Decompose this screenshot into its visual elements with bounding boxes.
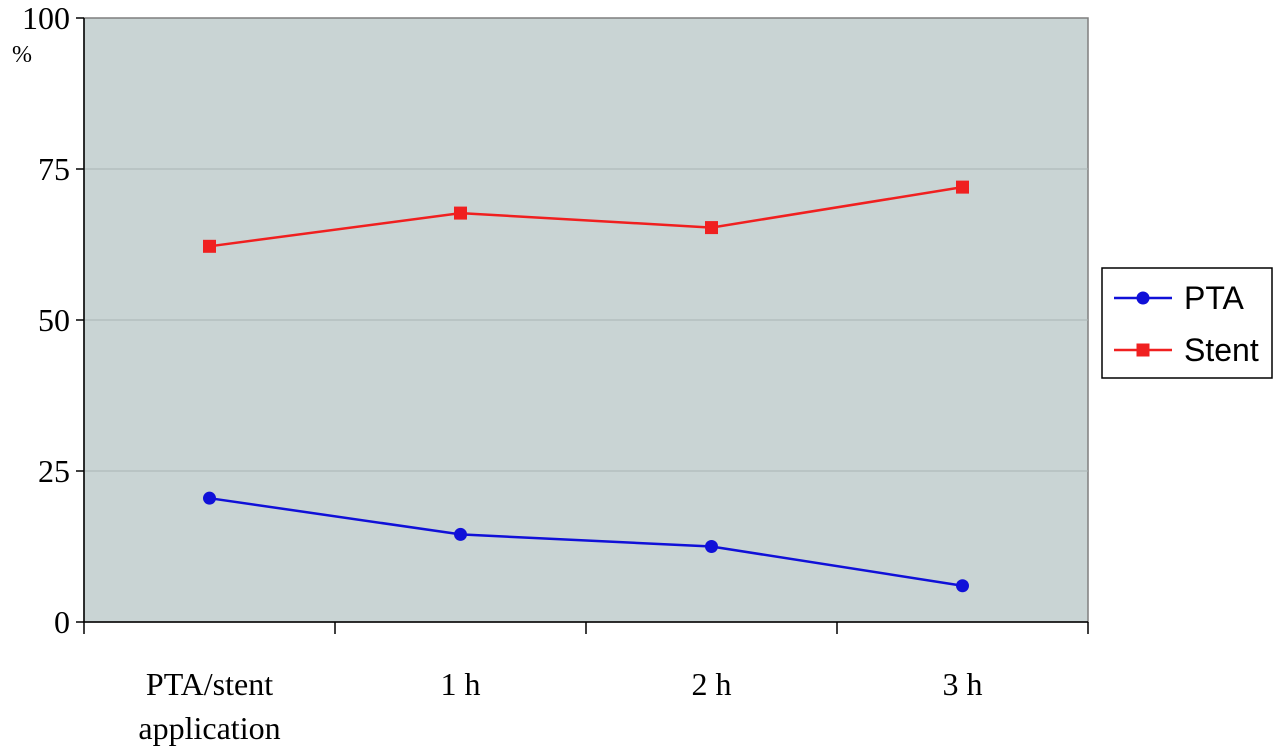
x-tick-label-1: 1 h xyxy=(441,666,481,702)
legend-box xyxy=(1101,267,1273,379)
y-tick-label-100: 100 xyxy=(22,0,70,36)
point-pta-2 xyxy=(705,540,718,553)
legend-label-pta: PTA xyxy=(1184,280,1245,316)
legend: PTA Stent xyxy=(1101,267,1273,379)
point-stent-1 xyxy=(454,206,467,220)
legend-label-stent: Stent xyxy=(1184,332,1259,368)
x-tick-label-2: 2 h xyxy=(692,666,732,702)
series-layer xyxy=(203,180,969,593)
y-unit-label: % xyxy=(12,42,32,68)
y-tick-label-0: 0 xyxy=(54,604,70,640)
series-stent xyxy=(203,180,969,253)
point-stent-0 xyxy=(203,239,216,253)
x-tick-label-3: 3 h xyxy=(943,666,983,702)
series-pta xyxy=(203,491,969,593)
point-pta-3 xyxy=(956,579,969,593)
point-stent-2 xyxy=(705,221,718,235)
y-tick-label-75: 75 xyxy=(38,151,70,187)
gridlines xyxy=(84,168,1088,472)
legend-marker-pta xyxy=(1136,291,1150,305)
y-tick-label-50: 50 xyxy=(38,302,70,338)
series-line-pta xyxy=(209,496,963,587)
series-line-stent xyxy=(209,185,963,248)
x-tick-label-0: PTA/stent application xyxy=(138,666,280,746)
point-stent-3 xyxy=(956,180,969,194)
legend-marker-stent xyxy=(1136,343,1150,357)
point-pta-0 xyxy=(203,491,216,505)
y-tick-label-25: 25 xyxy=(38,453,70,489)
axes: 0 25 50 75 100% PTA/stent application 1 h 2 h 3 h xyxy=(12,0,1089,746)
point-pta-1 xyxy=(454,527,467,541)
